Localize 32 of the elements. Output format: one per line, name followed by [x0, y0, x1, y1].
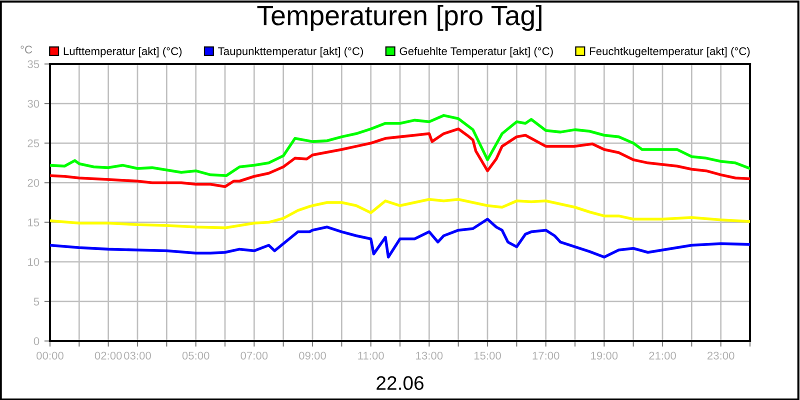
x-tick-label: 07:00	[240, 352, 268, 360]
x-tick-label: 13:00	[416, 352, 443, 360]
x-tick-label: 15:00	[474, 352, 501, 360]
y-tick-label: 15	[28, 218, 40, 226]
y-tick-label: 0	[34, 337, 40, 346]
y-tick-label: 5	[34, 298, 40, 306]
x-tick-label: 09:00	[299, 352, 326, 360]
line-series	[50, 114, 750, 177]
x-tick-label: 02:00	[94, 352, 122, 360]
x-tick-label: 19:00	[591, 352, 618, 360]
line-series	[50, 218, 750, 258]
x-tick-label: 21:00	[649, 352, 676, 360]
y-tick-label: 30	[28, 100, 40, 108]
legend-label: Taupunkttemperatur [akt] (°C)	[218, 46, 363, 58]
x-tick-label: 11:00	[358, 352, 384, 360]
line-series	[50, 198, 750, 230]
x-axis-title: 22.06	[376, 376, 424, 390]
x-tick-label: 23:00	[707, 352, 734, 360]
legend-label: Lufttemperatur [akt] (°C)	[64, 46, 182, 58]
y-tick-label: 35	[28, 60, 40, 68]
legend-label: Feuchtkugeltemperatur [akt] (°C)	[590, 46, 750, 58]
y-axis-title: °C	[20, 46, 32, 54]
legend-label: Gefuehlte Temperatur [akt] (°C)	[400, 46, 553, 58]
y-tick-label: 25	[28, 139, 40, 148]
line-series	[50, 128, 750, 188]
x-tick-label: 03:00	[124, 352, 151, 360]
y-tick-label: 10	[28, 258, 40, 266]
chart-title: Temperaturen [pro Tag]	[257, 4, 542, 31]
x-tick-label: 00:00	[36, 352, 64, 360]
y-tick-label: 20	[28, 178, 40, 187]
x-tick-label: 17:00	[532, 352, 560, 360]
x-tick-label: 05:00	[182, 352, 210, 360]
